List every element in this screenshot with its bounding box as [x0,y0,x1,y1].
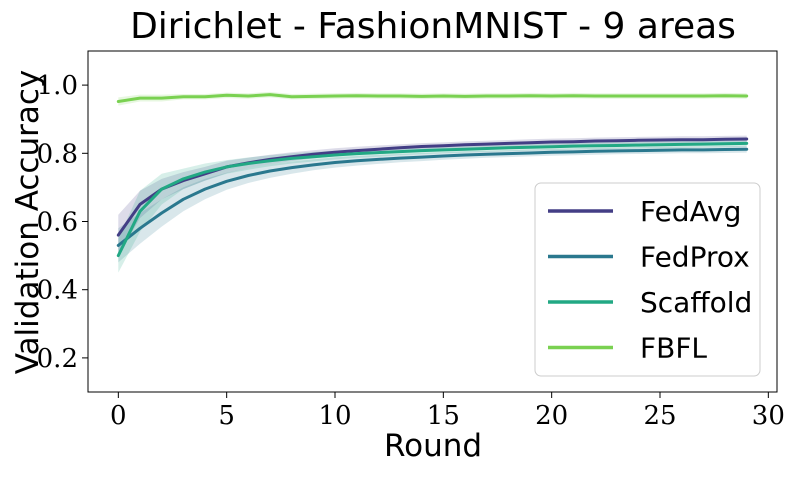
series-band-fedprox [118,145,747,263]
legend-item-fedavg: FedAvg [548,195,741,228]
x-tick-label: 30 [752,401,785,431]
y-tick-label: 0.6 [37,208,78,238]
y-axis: 0.2 0.4 0.6 0.8 1.0 [37,71,88,374]
x-tick-label: 25 [643,401,676,431]
legend-box [534,182,761,377]
legend-label: FBFL [640,332,707,365]
legend-label: FedProx [640,241,750,274]
y-tick-label: 1.0 [37,71,78,101]
y-tick-label: 0.8 [37,139,78,169]
x-tick-label: 20 [535,401,568,431]
series-line-fbfl [116,93,749,103]
plot-area [116,91,749,273]
x-axis-label: Round [384,428,482,464]
chart-title: Dirichlet - FashionMNIST - 9 areas [130,6,736,47]
x-tick-label: 0 [110,401,127,431]
series-line-fedprox [116,147,749,247]
y-tick-label: 0.4 [37,276,78,306]
series-line-scaffold [116,141,749,258]
y-axis-label: Validation Accuracy [10,70,46,374]
x-axis: 0 5 10 15 20 25 30 [110,392,785,431]
legend-label: Scaffold [640,286,752,319]
legend-label: FedAvg [640,195,741,228]
x-tick-label: 15 [427,401,460,431]
x-tick-label: 10 [318,401,351,431]
legend: FedAvg FedProx Scaffold FBFL [534,182,761,377]
y-tick-label: 0.2 [37,344,78,374]
legend-item-fbfl: FBFL [548,332,707,365]
legend-item-scaffold: Scaffold [548,286,752,319]
x-tick-label: 5 [218,401,235,431]
legend-item-fedprox: FedProx [548,241,750,274]
